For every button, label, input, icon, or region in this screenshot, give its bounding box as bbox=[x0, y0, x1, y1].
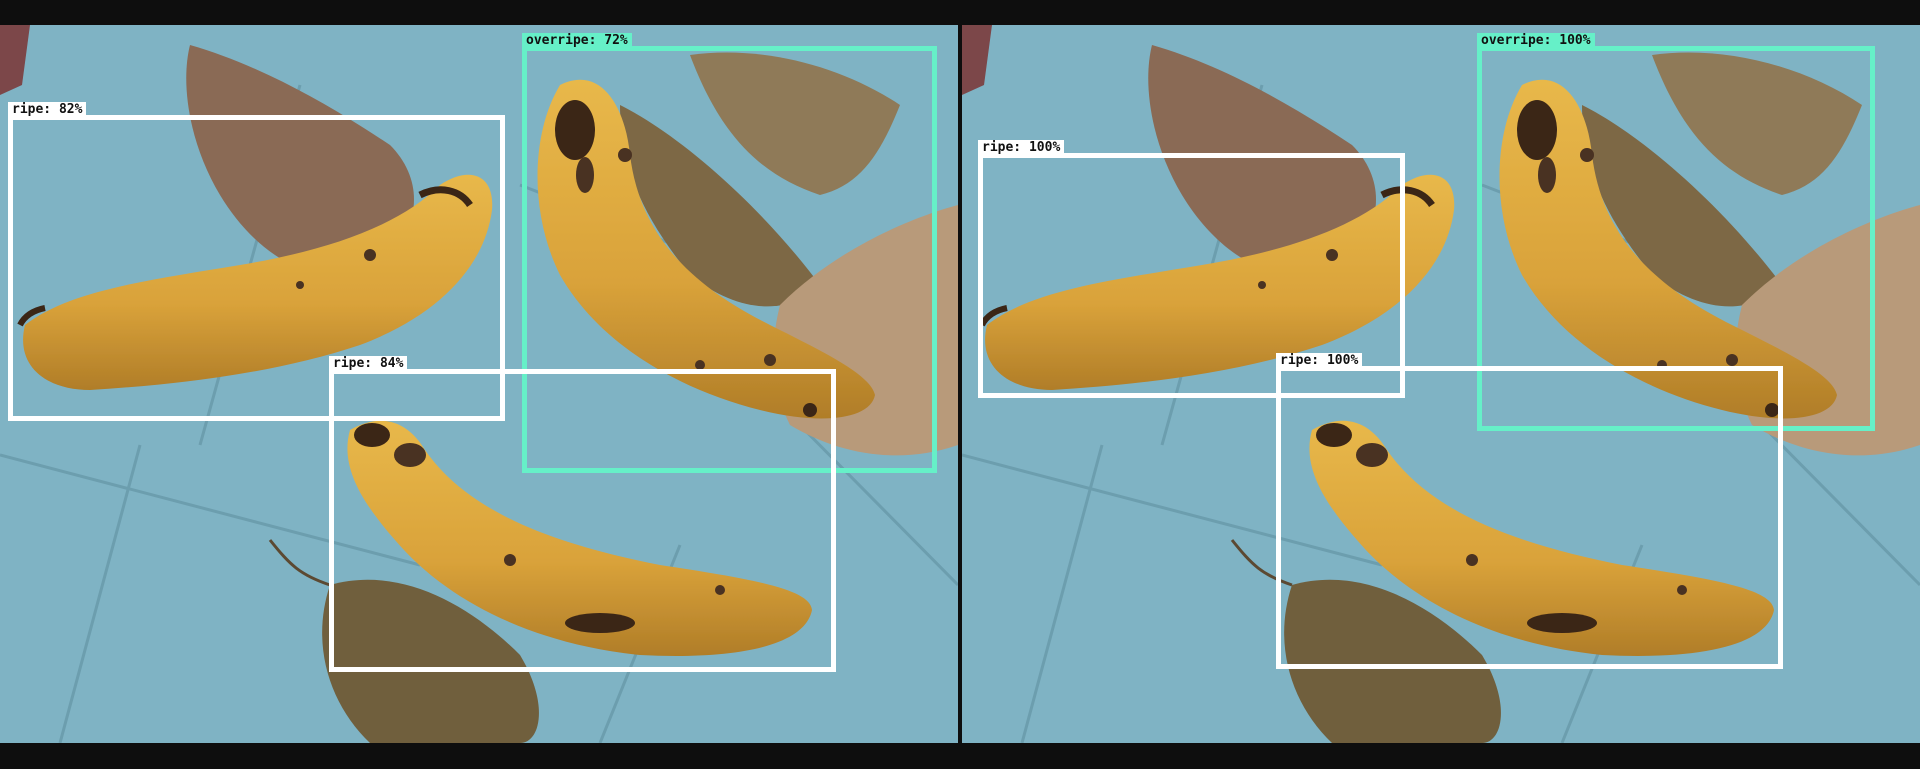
detection-label: overripe: 100% bbox=[1477, 33, 1595, 49]
bounding-box-ripe-1: ripe: 82% bbox=[8, 102, 505, 421]
bounding-box-ripe-1: ripe: 100% bbox=[978, 140, 1405, 398]
bounding-box-ripe-2: ripe: 100% bbox=[1276, 353, 1783, 669]
detection-label: ripe: 82% bbox=[8, 102, 87, 118]
detection-label: ripe: 100% bbox=[978, 140, 1065, 156]
banana-scene-photo bbox=[0, 25, 958, 743]
detection-label: ripe: 100% bbox=[1276, 353, 1363, 369]
banana-scene-photo bbox=[962, 25, 1920, 743]
detection-label: ripe: 84% bbox=[329, 356, 408, 372]
bounding-box-overripe: overripe: 72% bbox=[522, 33, 937, 473]
bounding-box-ripe-2: ripe: 84% bbox=[329, 356, 836, 672]
bounding-box-overripe: overripe: 100% bbox=[1477, 33, 1875, 431]
detection-panel-right: ripe: 100% overripe: 100% ripe: 100% bbox=[962, 25, 1920, 743]
detection-panel-left: ripe: 82% overripe: 72% ripe: 84% bbox=[0, 25, 958, 743]
detection-label: overripe: 72% bbox=[522, 33, 632, 49]
